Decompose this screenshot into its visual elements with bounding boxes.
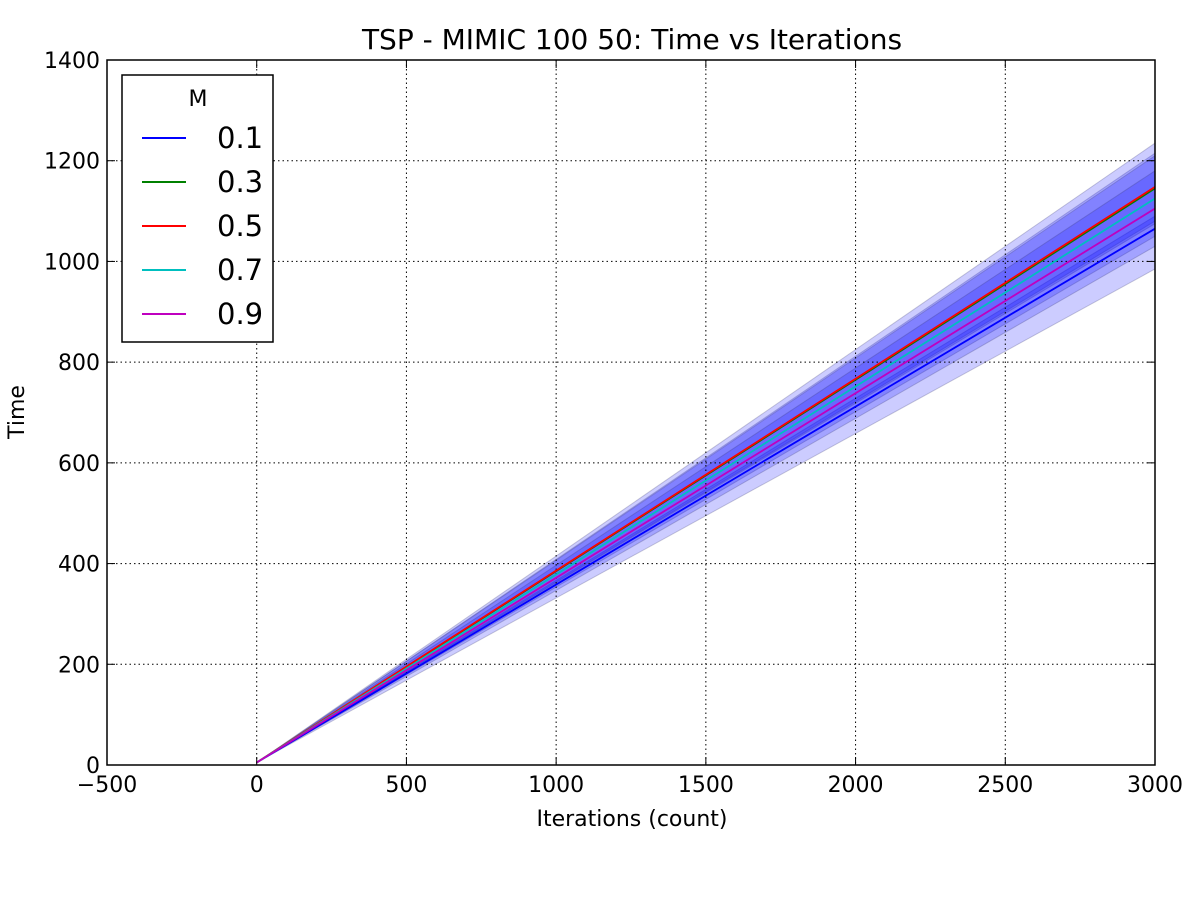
- x-tick-label: 500: [385, 773, 427, 798]
- legend-label: 0.9: [217, 297, 263, 331]
- y-tick-label: 200: [58, 653, 100, 678]
- series-line-0.7: [256, 197, 1156, 764]
- legend-label: 0.3: [217, 165, 263, 199]
- y-axis-label: Time: [5, 385, 30, 440]
- x-axis-label: Iterations (count): [536, 807, 727, 832]
- series-line-0.1: [256, 227, 1156, 764]
- x-tick-label: −500: [77, 773, 137, 798]
- legend-entries: 0.1 0.3 0.5 0.7 0.9: [142, 121, 263, 331]
- x-tick-label: 1500: [678, 773, 734, 798]
- legend-label: 0.7: [217, 253, 263, 287]
- y-tick-label: 0: [86, 754, 100, 779]
- legend-title: M: [189, 87, 208, 112]
- series-line-0.5: [256, 186, 1156, 764]
- x-tick-label: 3000: [1127, 773, 1183, 798]
- y-tick-label: 1400: [44, 49, 100, 74]
- y-tick-label: 800: [58, 351, 100, 376]
- plot-frame: [106, 59, 1156, 766]
- chart-title: TSP - MIMIC 100 50: Time vs Iterations: [361, 23, 902, 56]
- series-lines: [256, 186, 1156, 764]
- legend: M 0.1 0.3 0.5 0.7 0.9: [121, 74, 274, 343]
- x-tick-label: 2500: [977, 773, 1033, 798]
- x-tick-label: 1000: [528, 773, 584, 798]
- series-line-0.9: [256, 207, 1156, 764]
- axis-ticks: −500 0 500 1000 1500 2000 2500 3000020040060080…: [44, 49, 1183, 798]
- x-tick-label: 0: [250, 773, 264, 798]
- legend-box: [121, 74, 274, 343]
- legend-label: 0.5: [217, 209, 263, 243]
- y-tick-label: 600: [58, 452, 100, 477]
- y-tick-label: 400: [58, 553, 100, 578]
- legend-label: 0.1: [217, 121, 263, 155]
- y-tick-label: 1200: [44, 150, 100, 175]
- x-tick-label: 2000: [828, 773, 884, 798]
- y-tick-label: 1000: [44, 250, 100, 275]
- band-0.9: [256, 169, 1156, 763]
- band-0.7: [256, 154, 1156, 763]
